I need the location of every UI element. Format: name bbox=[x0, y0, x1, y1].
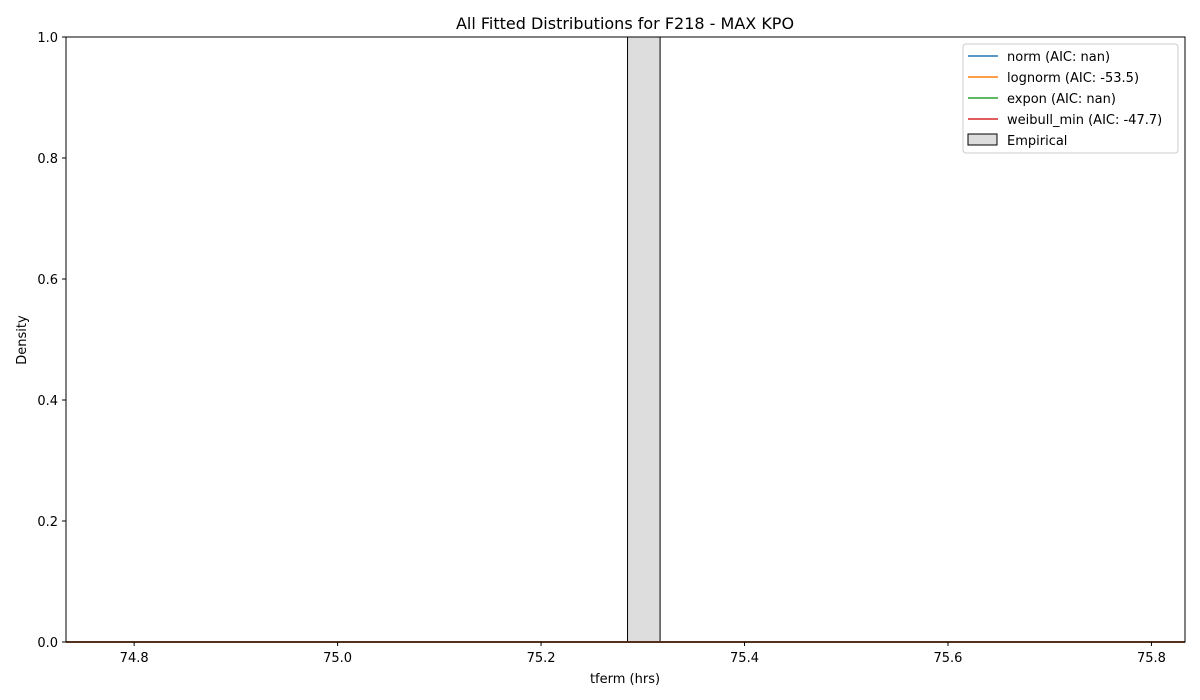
y-tick-label: 1.0 bbox=[37, 31, 58, 46]
legend-entry-label: expon (AIC: nan) bbox=[1007, 92, 1116, 107]
legend-frame bbox=[962, 43, 1179, 154]
legend-entry-label: norm (AIC: nan) bbox=[1007, 50, 1110, 65]
plot-frame bbox=[65, 36, 1186, 643]
x-tick-label: 75.0 bbox=[323, 651, 352, 666]
y-tick-label: 0.6 bbox=[37, 273, 58, 288]
y-tick-label: 0.2 bbox=[37, 515, 58, 530]
y-tick-label: 0.8 bbox=[37, 152, 58, 167]
x-tick-label: 75.4 bbox=[730, 651, 759, 666]
x-tick-label: 74.8 bbox=[120, 651, 149, 666]
y-tick-label: 0.0 bbox=[37, 636, 58, 651]
legend: norm (AIC: nan) lognorm (AIC: -53.5) expon… bbox=[962, 43, 1179, 154]
legend-swatch-bar bbox=[967, 133, 998, 146]
y-axis-label: Density bbox=[15, 315, 30, 365]
legend-entry-label: Empirical bbox=[1007, 134, 1067, 149]
x-axis-label: tferm (hrs) bbox=[590, 672, 660, 687]
legend-entry-label: weibull_min (AIC: -47.7) bbox=[1007, 113, 1162, 128]
histogram-bar bbox=[627, 36, 661, 643]
y-axis: 0.0 0.2 0.4 0.6 0.8 1.0 bbox=[37, 31, 66, 651]
x-tick-label: 75.8 bbox=[1137, 651, 1166, 666]
y-tick-label: 0.4 bbox=[37, 394, 58, 409]
x-tick-label: 75.6 bbox=[933, 651, 962, 666]
x-tick-label: 75.2 bbox=[527, 651, 556, 666]
chart-title: All Fitted Distributions for F218 - MAX … bbox=[456, 14, 794, 33]
x-axis: 74.8 75.0 75.2 75.4 75.6 75.8 bbox=[120, 642, 1166, 666]
legend-entry-label: lognorm (AIC: -53.5) bbox=[1007, 71, 1139, 86]
